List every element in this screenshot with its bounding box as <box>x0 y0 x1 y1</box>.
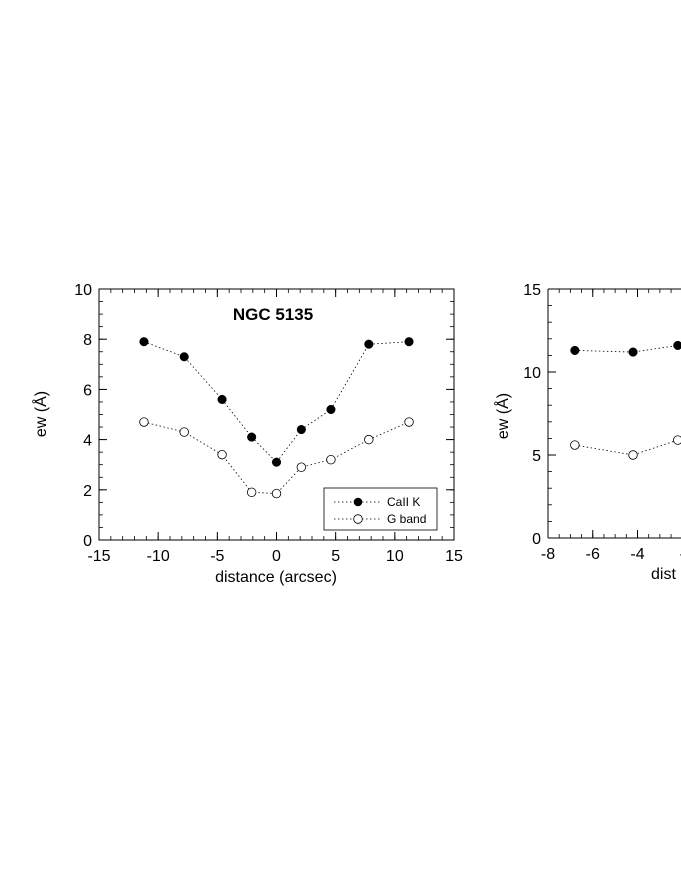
x-tick-label: -5 <box>210 548 224 565</box>
x-tick-label: -8 <box>541 546 555 563</box>
data-point-filled <box>628 347 638 357</box>
data-point-open <box>364 434 374 445</box>
data-point-open <box>570 440 580 450</box>
data-point-open <box>404 417 414 427</box>
data-point-filled <box>271 457 282 467</box>
data-point-filled <box>247 432 257 442</box>
legend-marker-g-band <box>353 514 363 524</box>
data-point-open <box>271 488 282 499</box>
data-points <box>139 337 414 499</box>
x-axis-label: dist <box>651 566 676 583</box>
data-point-filled <box>673 340 681 350</box>
axis-ticks <box>98 288 455 541</box>
y-axis-label: ew (Å) <box>31 391 50 437</box>
y-axis-label: ew (Å) <box>493 393 512 439</box>
series-line-1 <box>574 439 678 456</box>
data-point-filled <box>139 337 149 347</box>
data-point-filled <box>326 404 336 415</box>
data-point-open <box>179 427 189 437</box>
legend-marker-caii-k <box>353 497 363 507</box>
data-point-filled <box>217 394 227 404</box>
data-point-filled <box>296 425 306 435</box>
data-point-open <box>217 449 227 460</box>
y-tick-label: 0 <box>83 533 92 550</box>
data-point-filled <box>404 337 414 347</box>
data-point-open <box>246 487 257 498</box>
data-point-open <box>139 417 149 427</box>
x-tick-label: -4 <box>630 546 644 563</box>
legend-label-caii-k: CaII K <box>387 495 420 509</box>
y-tick-label: 4 <box>83 433 92 450</box>
x-tick-label: -6 <box>586 546 600 563</box>
data-point-filled <box>364 339 374 349</box>
y-tick-label: 2 <box>83 483 92 500</box>
data-point-open <box>628 450 638 460</box>
data-point-filled <box>570 345 580 355</box>
x-tick-label: - <box>680 546 681 563</box>
legend-label-g-band: G band <box>387 512 426 526</box>
series-lines <box>574 345 678 456</box>
y-tick-label: 10 <box>74 282 92 299</box>
y-tick-label: 0 <box>532 531 541 548</box>
x-axis-label: distance (arcsec) <box>215 569 337 586</box>
chart-ngc5135: 0 2 4 6 8 10 -15 -10 -5 0 5 10 15 NGC 5135 distance … <box>31 282 463 586</box>
x-tick-label: -15 <box>87 548 110 565</box>
series-line-1 <box>143 421 410 494</box>
tick-labels: 0 2 4 6 8 10 -15 -10 -5 0 5 10 15 <box>74 282 463 565</box>
x-tick-label: 5 <box>331 548 340 565</box>
chart-second-panel: 0 5 10 15 -8 -6 -4 - dist ew (Å) <box>493 282 681 583</box>
y-tick-label: 6 <box>83 382 92 399</box>
x-tick-label: 0 <box>272 548 281 565</box>
data-points <box>570 340 681 460</box>
axis-ticks <box>547 288 672 539</box>
chart-title: NGC 5135 <box>233 305 313 324</box>
data-point-open <box>296 462 307 472</box>
x-tick-label: 15 <box>445 548 463 565</box>
data-point-filled <box>179 352 189 362</box>
y-tick-label: 5 <box>532 448 541 465</box>
legend: CaII K G band <box>323 487 438 531</box>
y-tick-label: 10 <box>523 365 541 382</box>
series-line-0 <box>574 345 678 353</box>
data-point-open <box>673 435 681 445</box>
series-lines <box>143 341 410 494</box>
data-point-open <box>326 454 336 465</box>
tick-labels: 0 5 10 15 -8 -6 -4 - <box>523 282 681 563</box>
x-tick-label: 10 <box>386 548 404 565</box>
y-tick-label: 8 <box>83 332 92 349</box>
y-tick-label: 15 <box>523 282 541 299</box>
legend-box <box>323 487 438 531</box>
x-tick-label: -10 <box>147 548 170 565</box>
